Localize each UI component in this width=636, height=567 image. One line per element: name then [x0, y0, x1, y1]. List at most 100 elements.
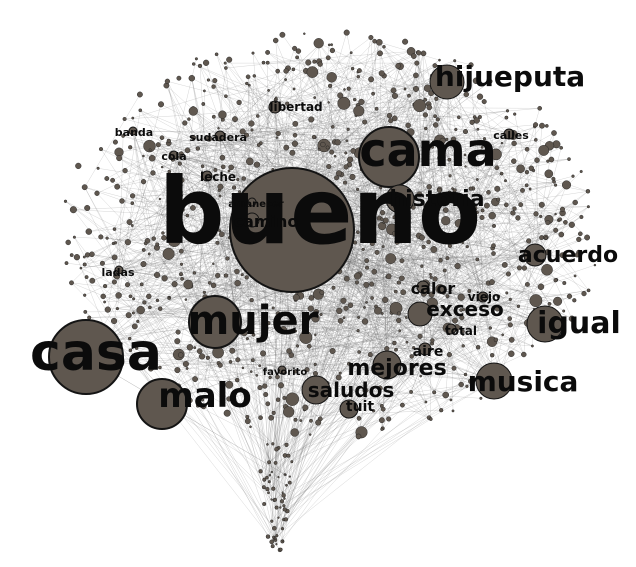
minor-node	[167, 234, 181, 247]
label-leche: leche	[200, 170, 236, 184]
minor-node	[115, 292, 122, 299]
label-libertad: libertad	[269, 100, 322, 114]
hub-node-exceso	[407, 301, 433, 327]
minor-node	[277, 516, 280, 519]
minor-node	[552, 179, 556, 184]
minor-node	[236, 177, 240, 182]
minor-node	[178, 248, 184, 254]
minor-node	[290, 460, 294, 464]
minor-node	[234, 377, 240, 383]
minor-node	[110, 317, 118, 325]
minor-node	[328, 83, 333, 88]
minor-node	[340, 297, 347, 304]
minor-node	[579, 214, 584, 219]
minor-node	[475, 210, 479, 214]
minor-node	[311, 314, 320, 323]
minor-node	[241, 366, 245, 370]
minor-node	[396, 311, 401, 316]
minor-node	[539, 214, 543, 218]
minor-node	[492, 223, 497, 228]
minor-node	[239, 128, 246, 135]
minor-node	[182, 120, 188, 126]
minor-node	[529, 294, 543, 307]
minor-node	[96, 166, 100, 170]
minor-node	[524, 146, 530, 152]
minor-node	[350, 66, 355, 71]
minor-node	[85, 228, 93, 235]
minor-node	[159, 135, 165, 140]
minor-node	[218, 194, 222, 198]
minor-node	[533, 211, 539, 217]
minor-node	[271, 526, 277, 531]
minor-node	[177, 155, 181, 159]
minor-node	[362, 119, 368, 125]
minor-node	[481, 99, 487, 105]
minor-node	[337, 318, 344, 324]
minor-node	[128, 294, 133, 299]
minor-node	[141, 248, 146, 252]
minor-node	[438, 58, 441, 62]
minor-node	[223, 61, 227, 65]
minor-node	[285, 392, 299, 406]
label-calles: calles	[493, 129, 529, 142]
minor-node	[309, 433, 312, 436]
minor-node	[115, 307, 119, 311]
minor-node	[295, 55, 299, 60]
minor-node	[479, 214, 485, 220]
minor-node	[488, 79, 493, 84]
minor-node	[271, 486, 276, 491]
minor-node	[451, 365, 457, 371]
minor-node	[206, 78, 210, 82]
minor-node	[148, 305, 152, 310]
minor-node	[334, 139, 341, 146]
minor-node	[201, 102, 206, 106]
minor-node	[178, 177, 185, 183]
minor-node	[396, 317, 402, 324]
minor-node	[546, 159, 550, 163]
hub-node-leche	[201, 170, 213, 182]
minor-node	[430, 338, 435, 343]
minor-node	[496, 294, 501, 299]
minor-node	[454, 219, 464, 228]
minor-node	[379, 217, 384, 221]
minor-node	[258, 415, 263, 421]
minor-node	[193, 346, 197, 350]
minor-node	[382, 217, 389, 224]
minor-node	[69, 280, 74, 286]
hub-node-cama	[358, 126, 420, 188]
minor-node	[294, 329, 298, 333]
minor-node	[279, 499, 285, 504]
minor-node	[283, 517, 288, 522]
minor-node	[262, 502, 267, 507]
minor-node	[392, 215, 397, 220]
minor-node	[562, 180, 572, 190]
minor-node	[325, 55, 331, 61]
minor-node	[469, 119, 475, 125]
minor-node	[475, 257, 480, 262]
label-malo: malo	[158, 376, 251, 416]
minor-node	[138, 108, 143, 113]
minor-node	[147, 365, 154, 372]
minor-node	[177, 189, 183, 196]
minor-node	[252, 74, 257, 78]
minor-node	[516, 304, 521, 308]
minor-node	[404, 316, 408, 319]
minor-node	[371, 211, 375, 214]
minor-node	[266, 443, 269, 446]
minor-node	[558, 217, 562, 222]
minor-node	[579, 169, 583, 173]
minor-node	[468, 186, 473, 191]
minor-node	[283, 406, 295, 418]
minor-node	[214, 52, 219, 57]
minor-node	[195, 146, 201, 151]
minor-node	[183, 279, 193, 290]
hub-node-calles	[503, 128, 515, 140]
minor-node	[334, 175, 340, 181]
minor-node	[267, 480, 271, 484]
minor-node	[442, 268, 447, 273]
minor-node	[98, 147, 103, 152]
minor-node	[295, 48, 302, 54]
minor-node	[511, 140, 517, 147]
minor-node	[122, 168, 128, 174]
minor-node	[389, 301, 403, 315]
